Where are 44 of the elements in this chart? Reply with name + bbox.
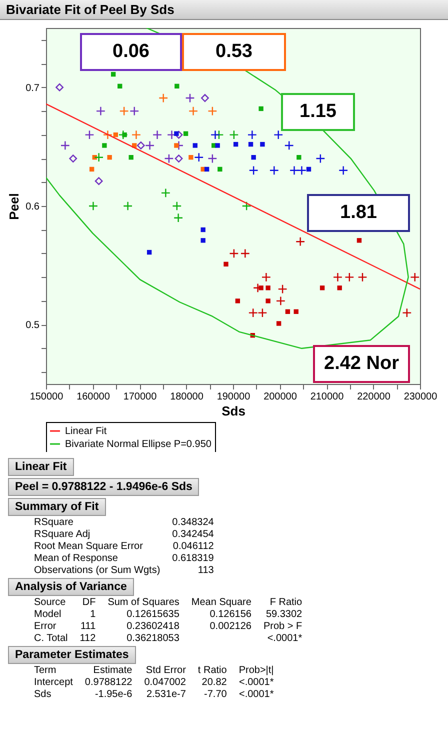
- text: Source DF Sum of Squares Mean Square F Ratio: [34, 597, 302, 608]
- x-tick-label: 230000: [404, 392, 438, 402]
- text: Analysis of Variance: [8, 578, 134, 596]
- text: C. Total 112 0.36218053 <.0001*: [34, 633, 302, 644]
- y-tick-label: 0.5: [26, 320, 40, 332]
- text: Error 111 0.23602418 0.002126 Prob > F: [34, 621, 302, 632]
- x-tick-label: 210000: [310, 392, 344, 402]
- text: Model 1 0.12615635 0.126156 59.3302: [34, 609, 302, 620]
- annotation: 0.53: [216, 41, 252, 63]
- annotation: 2.42 Nor: [324, 353, 399, 375]
- x-axis-title: Sds: [222, 404, 246, 418]
- label-box: 0.06: [80, 33, 182, 71]
- text: RSquare Adj 0.342454: [34, 529, 214, 540]
- text: Observations (or Sum Wgts) 113: [34, 565, 214, 576]
- x-tick-label: 180000: [170, 392, 204, 402]
- text: Intercept 0.9788122 0.047002 20.82 <.0001*: [34, 677, 274, 688]
- text: Parameter Estimates: [8, 646, 136, 664]
- y-axis-title: Peel: [6, 193, 22, 220]
- text: Mean of Response 0.618319: [34, 553, 214, 564]
- x-tick-label: 200000: [264, 392, 298, 402]
- x-tick-label: 220000: [357, 392, 391, 402]
- y-tick-label: 0.6: [26, 202, 40, 212]
- text: Sds -1.95e-6 2.531e-7 -7.70 <.0001*: [34, 689, 274, 700]
- text: Linear Fit: [8, 458, 74, 476]
- x-tick-label: 170000: [123, 392, 158, 402]
- text: Term Estimate Std Error t Ratio Prob>|t|: [34, 665, 274, 676]
- text: Root Mean Square Error 0.046112: [34, 541, 214, 552]
- label-box: 0.53: [182, 33, 286, 71]
- label-box: 2.42 Nor: [313, 345, 410, 383]
- label-box: 1.81: [307, 194, 410, 232]
- text: RSquare 0.348324: [34, 517, 214, 528]
- chart-title: Bivariate Fit of Peel By Sds: [0, 0, 448, 20]
- text: Summary of Fit: [8, 498, 106, 516]
- x-tick-label: 190000: [216, 392, 251, 402]
- annotation: 1.81: [340, 202, 377, 224]
- annotation: 0.06: [112, 41, 150, 63]
- label-box: 1.15: [281, 93, 355, 131]
- x-tick-label: 160000: [76, 392, 110, 402]
- y-tick-label: 0.7: [26, 82, 40, 94]
- text: Peel = 0.9788122 - 1.9496e-6 Sds: [8, 478, 200, 496]
- x-tick-label: 150000: [30, 392, 64, 402]
- legend-label: Linear Fit: [65, 426, 107, 437]
- legend-label: Bivariate Normal Ellipse P=0.950: [65, 439, 212, 450]
- annotation: 1.15: [300, 101, 336, 123]
